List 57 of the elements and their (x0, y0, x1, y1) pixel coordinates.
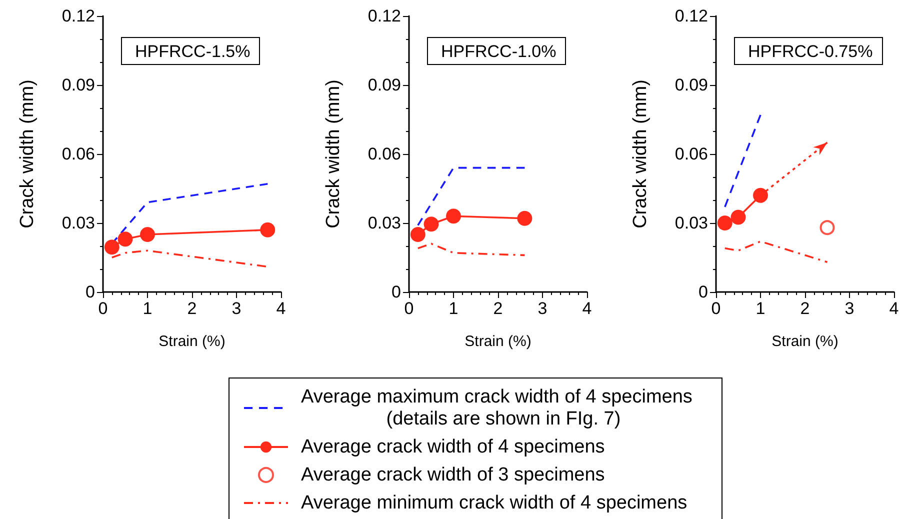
y-tick-label: 0.12 (368, 6, 401, 26)
y-tick-label: 0.09 (674, 76, 708, 94)
x-tick-label: 2 (493, 299, 503, 318)
x-axis-title: Strain (%) (464, 333, 532, 350)
x-axis-title: Strain (%) (772, 333, 838, 350)
y-axis-title: Crack width (mm) (17, 80, 38, 228)
point (820, 220, 835, 236)
x-tick-label: 1 (448, 299, 458, 318)
y-tick-label: 0.06 (368, 144, 401, 164)
point (118, 232, 133, 247)
x-tick-label: 3 (844, 299, 854, 318)
x-tick-label: 4 (582, 299, 592, 318)
point (410, 227, 426, 242)
y-tick-label: 0.09 (368, 76, 401, 94)
point (730, 210, 746, 225)
y-tick-label: 0.12 (62, 6, 95, 26)
y-tick-label: 0.03 (674, 214, 708, 232)
x-tick-label: 3 (232, 299, 242, 318)
y-tick-label: 0.03 (62, 214, 95, 232)
point (717, 216, 732, 230)
y-tick-label: 0.06 (62, 144, 95, 164)
legend-label: Average minimum crack width of 4 specimens (301, 492, 688, 514)
line-series (724, 240, 828, 263)
legend-label: Average crack width of 4 specimens (301, 436, 605, 458)
x-tick-label: 3 (538, 299, 548, 318)
y-tick-label: 0 (392, 282, 401, 302)
point (753, 188, 768, 203)
x-tick-label: 1 (756, 299, 766, 318)
y-axis-title: Crack width (mm) (323, 80, 344, 228)
point (260, 222, 276, 238)
point (424, 216, 439, 232)
y-tick-label: 0.03 (368, 214, 401, 232)
x-axis-title: Strain (%) (158, 333, 226, 350)
x-tick-label: 0 (711, 299, 721, 318)
text: HPFRCC-1.0% (441, 42, 556, 61)
legend-label: Average maximum crack width of 4 specimens (details are shown in FIg. 7) (301, 386, 692, 430)
x-tick-label: 1 (142, 299, 152, 318)
x-tick-label: 0 (404, 299, 414, 318)
x-tick-label: 0 (98, 299, 108, 318)
point (140, 227, 155, 242)
text: HPFRCC-0.75% (748, 42, 873, 61)
legend-label: Average crack width of 3 specimens (301, 464, 605, 486)
y-tick-label: 0.06 (674, 144, 708, 164)
text: HPFRCC-1.5% (135, 42, 250, 61)
point (517, 210, 532, 226)
y-axis-title: Crack width (mm) (630, 80, 651, 228)
line-series (417, 242, 526, 256)
y-tick-label: 0.09 (62, 76, 95, 94)
y-tick-label: 0.12 (674, 6, 708, 26)
x-tick-label: 2 (800, 299, 810, 318)
x-tick-label: 4 (276, 299, 286, 318)
x-tick-label: 2 (187, 299, 197, 318)
x-tick-label: 4 (889, 299, 899, 318)
point (104, 240, 120, 255)
point (446, 208, 461, 224)
y-tick-label: 0 (698, 282, 708, 302)
y-tick-label: 0 (86, 282, 95, 302)
